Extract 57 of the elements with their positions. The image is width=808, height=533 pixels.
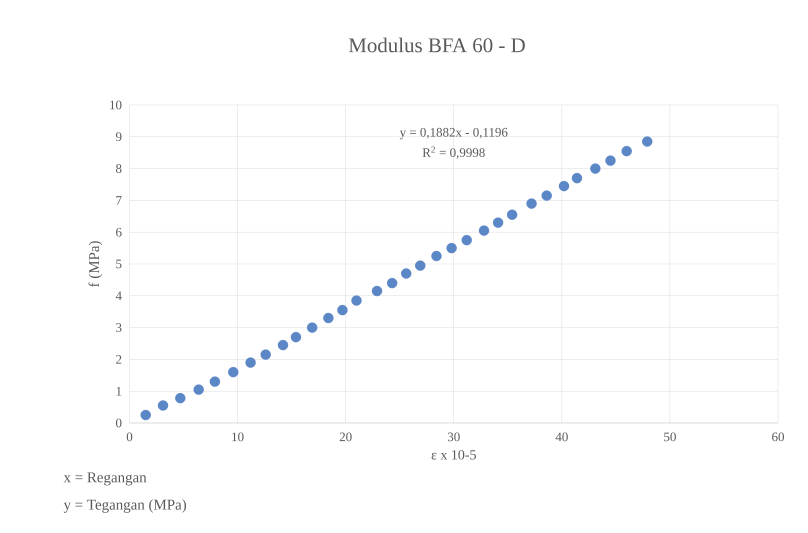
y-tick-label: 3 [116, 323, 122, 332]
text: y = Tegangan (MPa) [64, 499, 186, 513]
y-tick-label: 4 [116, 292, 122, 300]
y-tick-label: 10 [110, 100, 122, 110]
annotation: y = 0,1882x - 0,1196 [400, 128, 508, 140]
annotation: R$^{2}$ = 0,9998 [422, 146, 485, 159]
point [590, 163, 601, 174]
point [446, 242, 457, 254]
point [621, 146, 632, 156]
point [415, 260, 426, 271]
point [140, 410, 151, 420]
point [572, 172, 582, 184]
point [228, 366, 238, 378]
y-axis-title: f (MPa) [88, 241, 102, 287]
y-tick-label: 2 [116, 355, 122, 364]
y-tick-label: 0 [116, 418, 122, 428]
point [175, 392, 186, 404]
point [337, 304, 348, 316]
point [542, 190, 552, 201]
point [386, 278, 398, 288]
point [558, 180, 570, 192]
point [462, 234, 472, 246]
y-tick-label: 6 [116, 228, 122, 237]
point [306, 322, 318, 333]
point [492, 217, 504, 228]
x-tick-label: 60 [772, 432, 784, 442]
point [351, 295, 362, 306]
point [245, 357, 256, 368]
point [478, 225, 490, 236]
point [210, 376, 220, 387]
x-tick-label: 20 [340, 432, 352, 442]
x-tick-label: 0 [126, 432, 132, 442]
point [372, 286, 382, 296]
x-tick-label: 10 [232, 432, 244, 442]
point [526, 198, 537, 209]
point [260, 349, 271, 360]
y-tick-label: 8 [116, 164, 122, 173]
y-tick-label: 9 [116, 132, 122, 142]
x-tick-label: 40 [556, 432, 568, 442]
x-tick-label: 30 [448, 432, 460, 442]
point [642, 136, 652, 147]
x-tick-label: 50 [664, 432, 676, 442]
point [605, 155, 616, 166]
point [506, 209, 518, 220]
y-tick-label: 5 [116, 260, 122, 268]
x-axis-title: ε x 10-5 [432, 450, 476, 460]
point [193, 384, 204, 395]
y-tick-label: 7 [116, 196, 122, 205]
point [323, 312, 334, 324]
chart-title: Modulus BFA 60 - D [348, 38, 525, 52]
text: x = Regangan [64, 472, 146, 486]
y-tick-label: 1 [116, 386, 122, 396]
point [278, 340, 288, 350]
point [401, 268, 412, 279]
point [290, 332, 302, 342]
point [431, 250, 442, 262]
point [158, 400, 168, 411]
